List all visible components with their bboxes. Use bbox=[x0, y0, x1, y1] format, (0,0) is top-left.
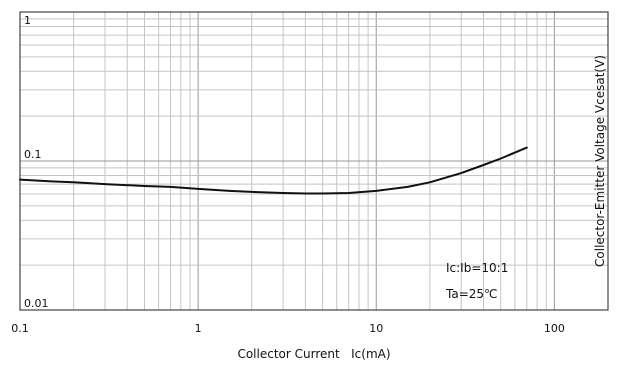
x-tick-label: 10 bbox=[369, 322, 383, 335]
x-tick-label: 100 bbox=[544, 322, 565, 335]
y-axis-title: Collector-Emitter Voltage Vcesat(V) bbox=[593, 55, 607, 267]
plot-frame bbox=[19, 11, 609, 311]
annotation-ic-ib-ratio: Ic:Ib=10:1 bbox=[446, 261, 508, 275]
x-tick-label: 1 bbox=[195, 322, 202, 335]
plot-border bbox=[19, 11, 609, 311]
annotation-ambient-temperature: Ta=25℃ bbox=[445, 287, 498, 301]
series-layer bbox=[19, 146, 528, 195]
y-tick-label: 0.01 bbox=[24, 297, 49, 310]
chart-grid bbox=[19, 12, 609, 311]
x-tick-label: 0.1 bbox=[11, 322, 29, 335]
y-tick-label: 0.1 bbox=[24, 148, 42, 161]
series-line-0 bbox=[19, 146, 528, 195]
y-tick-label: 1 bbox=[24, 14, 31, 27]
tick-labels: 0.1 1 10 100 0.01 0.1 1 bbox=[11, 14, 565, 335]
x-axis-title: Collector Current Ic(mA) bbox=[237, 347, 390, 361]
